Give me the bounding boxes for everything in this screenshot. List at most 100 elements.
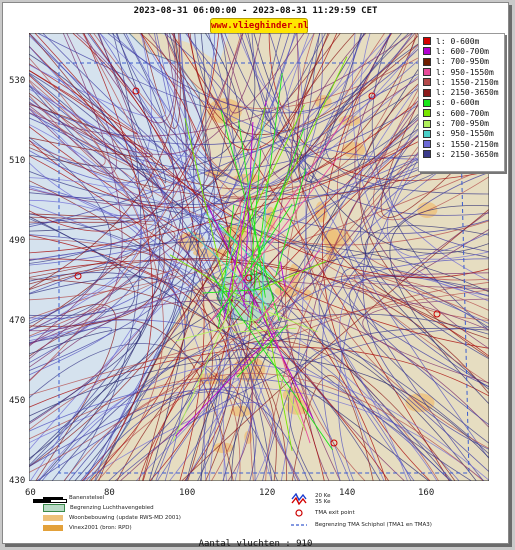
x-tick: 160 [418, 488, 435, 498]
flight-track [380, 33, 489, 218]
legend-label: s: 600-700m [436, 108, 489, 118]
key-ke20: 20 Ke [315, 493, 331, 499]
flight-track [29, 272, 381, 481]
low-altitude-track [172, 293, 237, 442]
low-altitude-track [264, 305, 311, 444]
flight-track [29, 33, 429, 221]
flight-track [189, 33, 432, 135]
low-altitude-track [241, 56, 348, 278]
flight-track [164, 33, 463, 109]
flight-track [364, 225, 489, 390]
low-altitude-track [209, 156, 339, 322]
flight-track [287, 327, 489, 481]
flight-track [94, 147, 489, 481]
flight-track [29, 85, 472, 481]
low-altitude-track [239, 198, 243, 288]
flight-track [29, 378, 460, 481]
flight-tracks [29, 33, 489, 481]
low-altitude-tracks [169, 56, 348, 451]
y-tick: 490 [9, 236, 26, 246]
legend-entry: s: 0-600m [423, 98, 504, 108]
flight-track [29, 266, 213, 481]
legend-swatch [423, 88, 431, 97]
flight-track [178, 33, 489, 189]
legend-label: l: 950-1550m [436, 67, 494, 77]
tma-exit-point [330, 439, 338, 447]
map-frame: 2023-08-31 06:00:00 - 2023-08-31 11:29:5… [2, 2, 509, 549]
flight-track [42, 33, 489, 387]
low-altitude-track [211, 275, 334, 451]
flight-track [82, 401, 274, 481]
low-altitude-track [280, 261, 286, 288]
tma-exit-point [368, 92, 376, 100]
low-altitude-track [232, 297, 318, 333]
flight-track [362, 298, 489, 384]
y-tick: 450 [9, 396, 26, 406]
key-vinex: Vinex2001 (bron: RPD) [69, 525, 132, 531]
legend-label: l: 2150-3650m [436, 88, 499, 98]
flight-track [264, 33, 326, 121]
legend-label: l: 1550-2150m [436, 77, 499, 87]
flight-track [29, 33, 315, 481]
legend-swatch [423, 109, 431, 118]
flight-track [29, 33, 341, 329]
flight-track [29, 33, 262, 155]
legend-swatch [423, 37, 431, 46]
flight-track [291, 33, 489, 449]
flight-track [29, 33, 240, 171]
flight-track [29, 42, 489, 264]
flight-track [29, 33, 212, 207]
flight-track [280, 33, 307, 481]
legend-label: s: 1550-2150m [436, 139, 499, 149]
flight-track [97, 33, 167, 183]
legend-entry: l: 600-700m [423, 46, 504, 56]
legend-entry: l: 0-600m [423, 36, 504, 46]
flight-track [29, 103, 153, 158]
tma-exit-icon [295, 509, 303, 517]
flight-track [29, 214, 173, 294]
y-tick: 530 [9, 76, 26, 86]
legend-swatch [423, 47, 431, 56]
flight-track [318, 278, 489, 481]
flight-track [116, 339, 456, 481]
x-tick: 100 [179, 488, 196, 498]
flight-track [228, 33, 305, 114]
y-tick: 510 [9, 156, 26, 166]
site-badge[interactable]: www.vlieghinder.nl [210, 18, 309, 34]
legend-entry: s: 700-950m [423, 118, 504, 128]
flight-track [354, 33, 489, 349]
flight-track [29, 33, 244, 347]
key-tma-exit: TMA exit point [315, 510, 355, 516]
flight-track [63, 372, 484, 481]
legend-swatch [423, 78, 431, 87]
legend-label: s: 950-1550m [436, 129, 494, 139]
flight-track [29, 166, 489, 301]
flight-track [305, 33, 452, 481]
flight-track [29, 33, 256, 232]
flight-track [200, 332, 489, 481]
flight-track [142, 33, 356, 481]
tma-exit-point [433, 310, 441, 318]
low-altitude-track [219, 121, 266, 300]
legend-label: s: 0-600m [436, 98, 480, 108]
key-tma-boundary: Begrenzing TMA Schiphol (TMA1 en TMA3) [315, 522, 432, 528]
flight-track [186, 338, 477, 481]
y-tick: 470 [9, 316, 26, 326]
flight-track [29, 199, 225, 481]
tma-boundary [58, 62, 470, 474]
flight-track [29, 33, 175, 331]
flight-track [151, 354, 221, 481]
flight-track [29, 327, 141, 423]
x-tick: 80 [104, 488, 115, 498]
key-airport-boundary: Begrenzing Luchthavengebied [70, 505, 154, 511]
low-altitude-track [225, 106, 266, 320]
flight-track [289, 33, 392, 183]
flight-track [29, 278, 277, 481]
flight-track [29, 213, 154, 223]
flight-track [179, 33, 189, 142]
flight-track [268, 33, 489, 181]
low-altitude-track [249, 127, 305, 282]
low-altitude-track [232, 327, 297, 333]
flight-track [29, 46, 489, 260]
flight-track [244, 33, 489, 459]
